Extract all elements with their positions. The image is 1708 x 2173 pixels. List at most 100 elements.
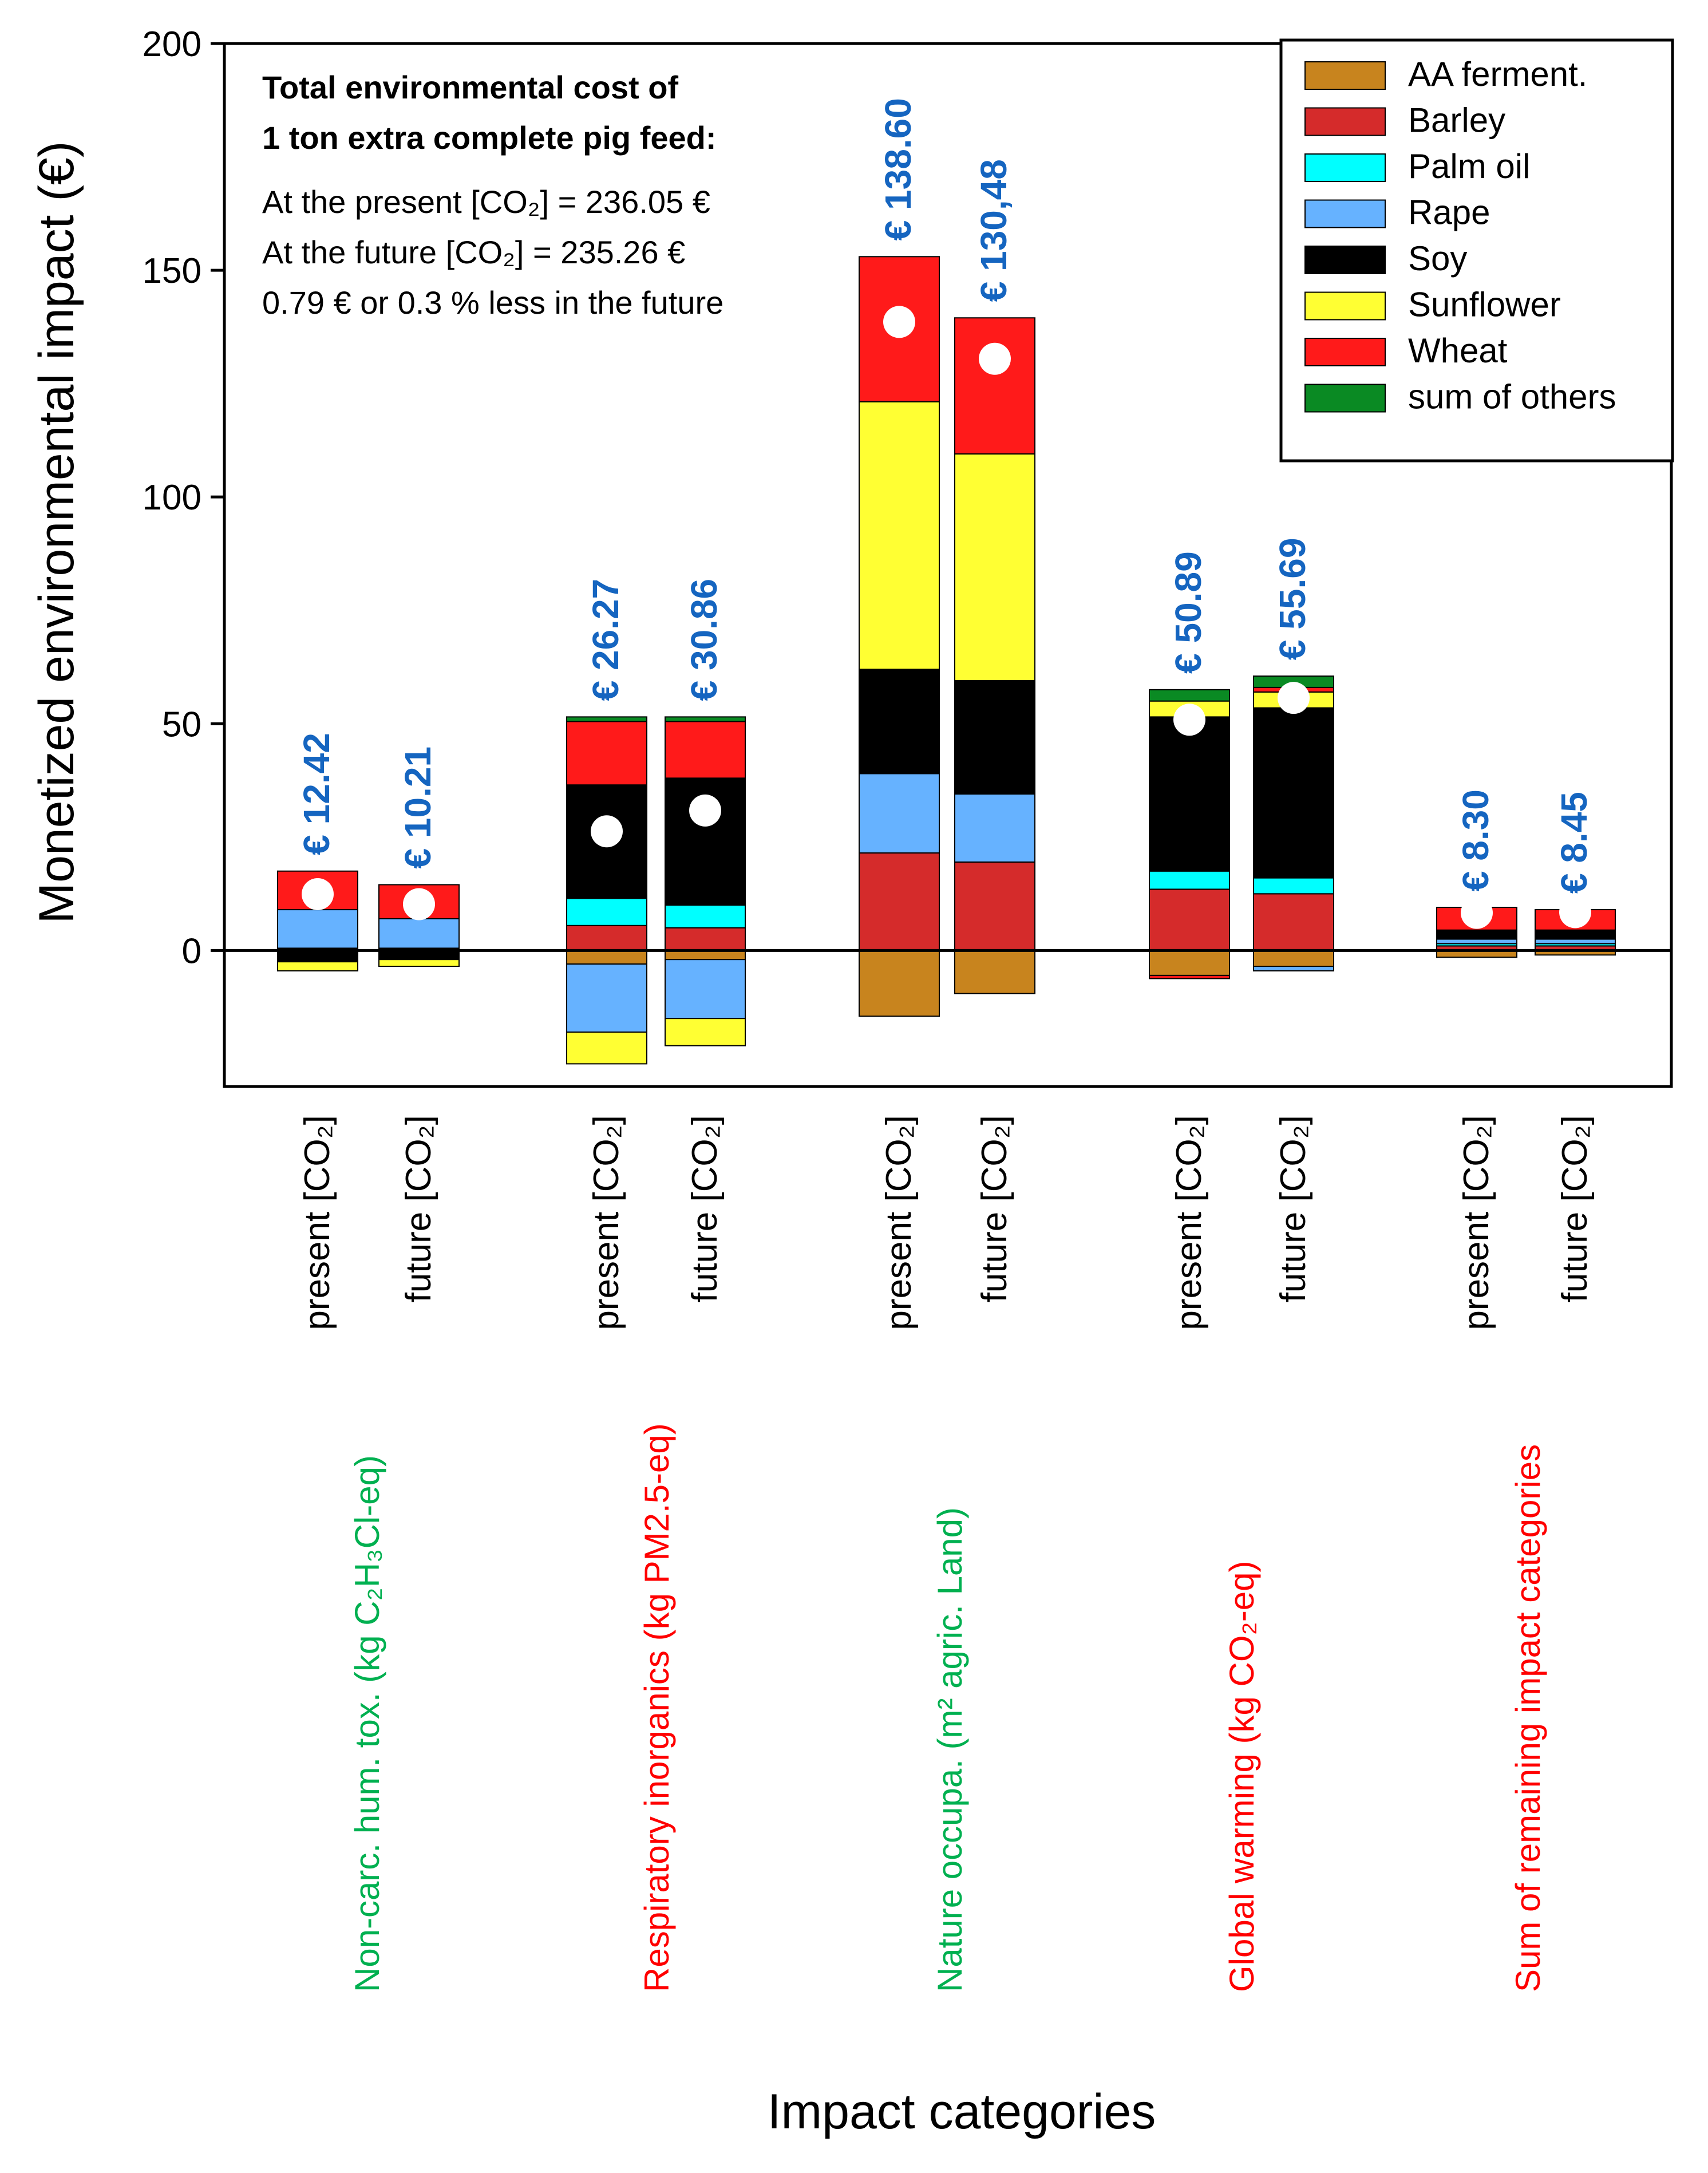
bar-segment-rape (1253, 966, 1334, 971)
bar-segment-soy (1535, 929, 1616, 940)
annotation-line-2: 1 ton extra complete pig feed: (262, 120, 717, 156)
bar-total-label: € 10.21 (397, 746, 438, 869)
bar-segment-palm-oil (665, 904, 746, 929)
total-marker (1559, 896, 1591, 929)
bar-segment-palm-oil (1253, 877, 1334, 895)
bar-total-label: € 8.30 (1455, 789, 1496, 891)
total-marker (1461, 896, 1493, 929)
x-axis-labels: present [CO₂] future [CO₂] present [CO₂] fu… (298, 1115, 1595, 1330)
total-marker (883, 306, 915, 338)
bar-segment-aa-ferment (1149, 950, 1230, 976)
bar-total-label: € 138.60 (877, 98, 919, 240)
x-tick-label: future [CO₂] (685, 1115, 725, 1302)
bar-segment-rape (954, 793, 1035, 863)
bar-segment-soy (277, 950, 358, 963)
bar-segment-aa-ferment (1253, 950, 1334, 967)
y-axis-title: Monetized environmental impact (€) (29, 141, 84, 923)
bar-total-label: € 50.89 (1168, 551, 1209, 674)
bar-segment-sunflower (378, 959, 460, 967)
y-tick-label: 200 (143, 25, 201, 64)
bar-segment-soy (1149, 716, 1230, 872)
bar-segment-rape (566, 963, 647, 1033)
category-labels: Non-carc. hum. tox. (kg C₂H₃Cl-eq) Respir… (348, 1423, 1547, 1992)
bar-total-label: € 12.42 (296, 733, 337, 855)
bar-segment-soy (1436, 929, 1517, 940)
legend: AA ferment. Barley Palm oil Rape Soy Sunflowe… (1279, 38, 1674, 463)
bar-segment-aa-ferment (859, 950, 940, 1017)
bar-segment-aa-ferment (954, 950, 1035, 994)
category-label: Respiratory inorganics (kg PM2.5-eq) (638, 1423, 676, 1992)
legend-swatch-sum-of-others (1304, 384, 1386, 413)
legend-swatch-rape (1304, 199, 1386, 228)
legend-label: Soy (1408, 239, 1467, 278)
bar-segment-aa-ferment (566, 950, 647, 965)
legend-label: Wheat (1408, 331, 1508, 370)
x-tick-label: present [CO₂] (587, 1115, 626, 1330)
legend-label: Barley (1408, 101, 1505, 140)
bar-segment-rape (1535, 938, 1616, 945)
plot-area-frame (223, 42, 1673, 1088)
total-markers (302, 306, 1591, 929)
bar-segment-sum-of-others (1149, 689, 1230, 702)
legend-swatch-sunflower (1304, 291, 1386, 321)
x-tick-label: future [CO₂] (975, 1115, 1014, 1302)
total-marker (591, 815, 623, 848)
annotation-line-1: Total environmental cost of (262, 69, 678, 105)
bar-segment-rape (859, 773, 940, 854)
legend-label: Palm oil (1408, 147, 1530, 185)
legend-swatch-palm-oil (1304, 153, 1386, 182)
bar-segment-sunflower (859, 401, 940, 670)
legend-label: Sunflower (1408, 286, 1561, 324)
bar-segment-rape (277, 909, 358, 949)
bar-total-label: € 55.69 (1272, 538, 1313, 661)
bar-total-label: € 8.45 (1553, 792, 1595, 894)
bar-segment-wheat (566, 721, 647, 786)
legend-swatch-barley (1304, 107, 1386, 136)
legend-label: Rape (1408, 193, 1490, 232)
x-tick-label: future [CO₂] (1555, 1115, 1595, 1302)
total-marker (302, 878, 334, 910)
category-label: Nature occupa. (m² agric. Land) (931, 1507, 969, 1992)
bar-segment-rape (378, 918, 460, 949)
bar-segment-barley (859, 852, 940, 951)
bar-segment-wheat (1149, 974, 1230, 979)
bar-segment-sum-of-others (566, 716, 647, 722)
total-marker (979, 342, 1011, 375)
bar-segment-palm-oil (1149, 870, 1230, 890)
total-marker (403, 888, 435, 920)
annotation-line-3: At the present [CO₂] = 236.05 € (262, 184, 710, 220)
bar-segment-sunflower (954, 453, 1035, 682)
bar-segment-rape (1436, 938, 1517, 945)
bar-segment-rape (665, 959, 746, 1020)
total-marker (689, 794, 721, 827)
bar-total-labels: € 12.42 € 10.21 € 26.27 € 30.86 € 138.60 € 13… (296, 98, 1595, 894)
legend-swatch-wheat (1304, 338, 1386, 366)
annotation-line-5: 0.79 € or 0.3 % less in the future (262, 285, 723, 321)
bars-layer (277, 256, 1616, 1065)
category-label: Non-carc. hum. tox. (kg C₂H₃Cl-eq) (348, 1455, 386, 1992)
x-tick-label: present [CO₂] (1169, 1115, 1209, 1330)
x-tick-label: future [CO₂] (399, 1115, 438, 1302)
bar-segment-sunflower (665, 1018, 746, 1046)
bar-segment-sunflower (277, 961, 358, 971)
category-label: Global warming (kg CO₂-eq) (1223, 1560, 1261, 1992)
y-tick-label: 150 (143, 251, 201, 291)
legend-label: sum of others (1408, 378, 1616, 416)
y-tick-label: 100 (143, 478, 201, 517)
bar-segment-soy (1253, 707, 1334, 879)
y-tick-label: 50 (162, 705, 201, 744)
bar-segment-barley (1253, 893, 1334, 951)
legend-label: AA ferment. (1408, 55, 1587, 93)
total-marker (1278, 682, 1310, 714)
y-axis: 0 50 100 150 200 (143, 25, 224, 971)
bar-segment-soy (859, 669, 940, 775)
x-tick-label: present [CO₂] (1457, 1115, 1496, 1330)
x-tick-label: future [CO₂] (1274, 1115, 1313, 1302)
x-tick-label: present [CO₂] (879, 1115, 919, 1330)
bar-segment-wheat (665, 721, 746, 779)
bar-segment-soy (954, 680, 1035, 795)
category-label: Sum of remaining impact categories (1509, 1444, 1547, 1992)
y-tick-label: 0 (182, 931, 201, 971)
total-marker (1173, 704, 1205, 736)
bar-segment-barley (1149, 888, 1230, 951)
